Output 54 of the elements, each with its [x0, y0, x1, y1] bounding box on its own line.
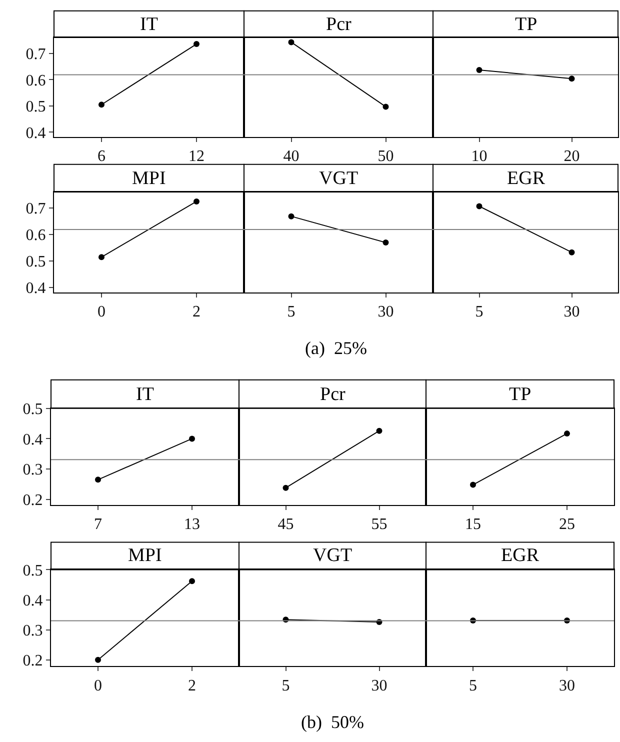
chart-title: TP — [515, 14, 538, 35]
y-tick-label: 0.3 — [22, 622, 43, 640]
y-tick-label: 0.5 — [22, 401, 43, 418]
chart-title: VGT — [319, 168, 358, 189]
chart-title: IT — [136, 384, 154, 405]
chart-title: IT — [140, 14, 158, 35]
x-tick-label: 30 — [559, 677, 575, 694]
x-tick-label: 40 — [283, 148, 300, 166]
y-tick-label: 0.4 — [26, 280, 46, 298]
text: (a) 25% — [305, 338, 367, 358]
x-tick-label: 7 — [94, 516, 102, 534]
y-tick-label: 0.7 — [26, 46, 46, 64]
chart-title: TP — [509, 384, 532, 405]
chart-title: Pcr — [320, 384, 346, 405]
chart-title: Pcr — [326, 14, 352, 35]
x-tick-label: 13 — [184, 516, 200, 534]
y-tick-label: 0.2 — [22, 492, 43, 509]
chart-title: MPI — [132, 168, 166, 189]
y-tick-label: 0.7 — [26, 200, 46, 218]
x-tick-label: 55 — [371, 516, 388, 534]
x-tick-label: 45 — [278, 516, 294, 534]
x-tick-label: 5 — [475, 304, 484, 321]
x-tick-label: 15 — [465, 516, 481, 534]
y-tick-label: 0.4 — [22, 431, 43, 448]
chart-title: VGT — [313, 545, 352, 566]
x-tick-label: 5 — [282, 677, 290, 694]
chart-title: EGR — [507, 168, 546, 189]
x-tick-label: 0 — [94, 677, 102, 694]
x-tick-label: 30 — [371, 677, 388, 694]
x-tick-label: 20 — [564, 148, 580, 166]
y-tick-label: 0.3 — [22, 462, 43, 479]
y-tick-label: 0.5 — [26, 98, 46, 116]
y-tick-label: 0.5 — [22, 562, 43, 580]
x-tick-label: 25 — [559, 516, 575, 534]
x-tick-label: 10 — [471, 148, 488, 166]
x-tick-label: 30 — [378, 304, 394, 321]
y-tick-label: 0.6 — [26, 72, 46, 90]
x-tick-label: 2 — [188, 677, 196, 694]
x-tick-label: 50 — [378, 148, 394, 166]
x-tick-label: 12 — [188, 148, 204, 166]
x-tick-label: 2 — [192, 304, 200, 321]
x-tick-label: 5 — [469, 677, 477, 694]
y-tick-label: 0.4 — [26, 124, 46, 142]
x-tick-label: 30 — [564, 304, 580, 321]
chart-title: EGR — [501, 545, 540, 566]
x-tick-label: 0 — [98, 304, 106, 321]
chart-title: MPI — [128, 545, 162, 566]
y-tick-label: 0.5 — [26, 254, 46, 271]
x-tick-label: 6 — [98, 148, 106, 166]
y-tick-label: 0.4 — [22, 592, 43, 610]
text: (b) 50% — [301, 712, 364, 732]
y-tick-label: 0.6 — [26, 227, 46, 244]
x-tick-label: 5 — [287, 304, 296, 321]
y-tick-label: 0.2 — [22, 652, 43, 670]
